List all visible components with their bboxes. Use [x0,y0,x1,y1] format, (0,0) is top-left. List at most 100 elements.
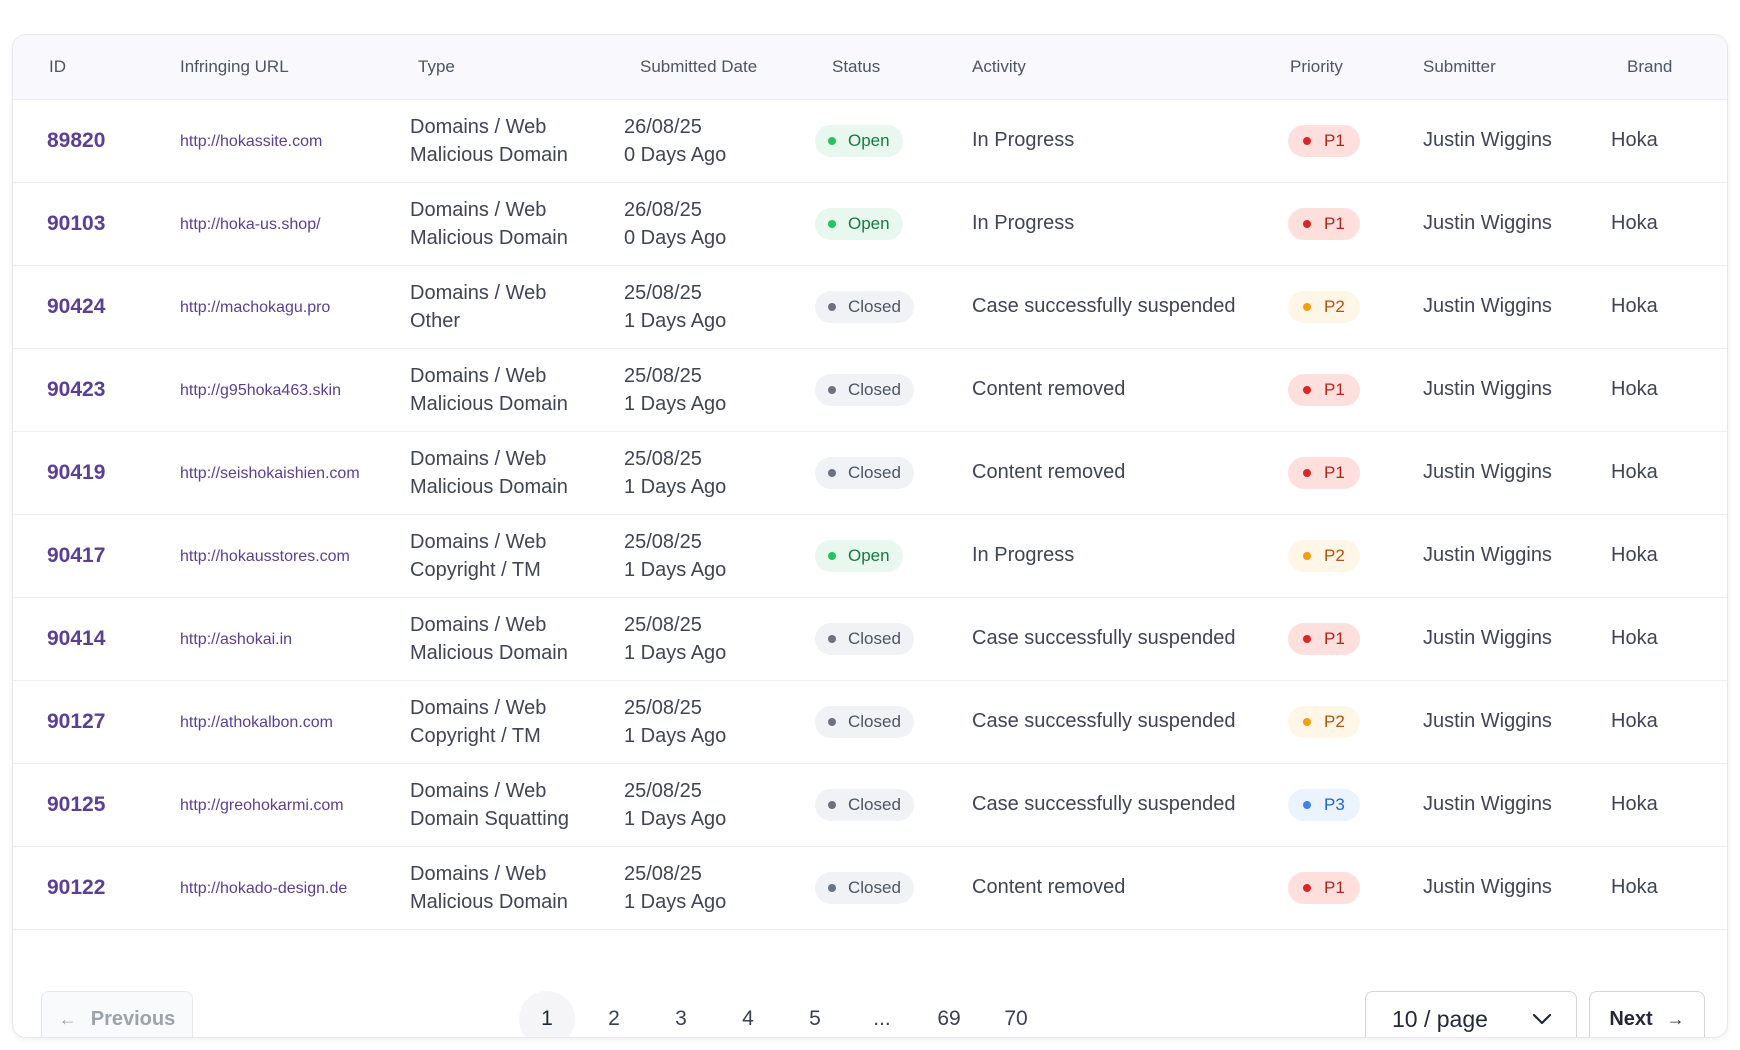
cell-type: Domains / Web Malicious Domain [398,597,608,680]
next-button[interactable]: Next → [1589,991,1705,1037]
days-ago: 1 Days Ago [624,558,727,581]
status-badge: Closed [815,788,914,821]
previous-button[interactable]: ← Previous [41,991,193,1037]
infringing-url-link[interactable]: http://machokagu.pro [180,299,331,316]
cell-date: 25/08/25 1 Days Ago [608,514,811,597]
priority-label: P1 [1324,628,1345,648]
status-dot-icon [828,551,836,560]
submitted-date: 25/08/25 [624,364,702,387]
case-id-link[interactable]: 90127 [47,709,106,733]
days-ago: 1 Days Ago [624,807,727,830]
cell-activity: Content removed [954,431,1288,514]
cell-priority: P1 [1288,597,1423,680]
brand-name: Hoka [1611,710,1658,732]
cell-status: Closed [811,680,954,763]
col-header-url[interactable]: Infringing URL [160,35,398,100]
case-id-link[interactable]: 90424 [47,294,106,318]
type-category: Domains / Web [410,281,547,304]
infringing-url-link[interactable]: http://greohokarmi.com [180,797,344,814]
submitted-date: 26/08/25 [624,115,702,138]
case-id-link[interactable]: 90414 [47,626,106,650]
infringing-url-link[interactable]: http://g95hoka463.skin [180,382,342,399]
cell-url: http://seishokaishien.com [160,431,398,514]
table-row[interactable]: 90103 http://hoka-us.shop/Domains / Web Ma… [13,182,1727,265]
page-button-5[interactable]: 5 [809,1007,821,1030]
infringing-url-link[interactable]: http://hokausstores.com [180,548,350,565]
submitter-name: Justin Wiggins [1423,710,1552,732]
brand-name: Hoka [1611,876,1658,898]
type-category: Domains / Web [410,862,547,885]
cell-url: http://hokassite.com [160,99,398,182]
infringing-url-link[interactable]: http://hokado-design.de [180,880,348,897]
cell-url: http://hokausstores.com [160,514,398,597]
infringing-url-link[interactable]: http://hokassite.com [180,133,323,150]
page-numbers: 1 2 3 4 5... 69 70 [519,991,1055,1037]
table-row[interactable]: 90419 http://seishokaishien.com Domains / … [13,431,1727,514]
page-button-1[interactable]: 1 [519,991,575,1037]
col-header-type[interactable]: Type [398,35,608,100]
case-id-link[interactable]: 90419 [47,460,106,484]
table-row[interactable]: 90423 http://g95hoka463.skin Domains / Web… [13,348,1727,431]
cell-priority: P2 [1288,680,1423,763]
type-category: Domains / Web [410,696,547,719]
priority-dot-icon [1303,385,1311,394]
status-label: Closed [848,877,901,897]
case-id-link[interactable]: 90103 [47,211,106,235]
col-header-status[interactable]: Status [811,35,954,100]
cell-date: 25/08/25 1 Days Ago [608,265,811,348]
submitted-date: 25/08/25 [624,862,702,885]
case-id-link[interactable]: 90122 [47,875,106,899]
submitted-date: 25/08/25 [624,696,702,719]
cell-priority: P1 [1288,846,1423,929]
table-row[interactable]: 89820 http://hokassite.com Domains / Web Ma… [13,99,1727,182]
cell-url: http://hokado-design.de [160,846,398,929]
per-page-value: 10 / page [1392,1005,1488,1032]
case-id-link[interactable]: 89820 [47,128,106,152]
activity-text: In Progress [972,212,1075,234]
table-row[interactable]: 90127 http://athokalbon.com Domains / Web C… [13,680,1727,763]
page-button-70[interactable]: 70 [1004,1007,1028,1030]
submitter-name: Justin Wiggins [1423,129,1552,151]
priority-badge: P1 [1288,622,1360,655]
status-badge: Closed [815,871,914,904]
priority-badge: P1 [1288,871,1360,904]
per-page-select[interactable]: 10 / page [1365,991,1577,1037]
infringing-url-link[interactable]: http://athokalbon.com [180,714,333,731]
case-id-link[interactable]: 90417 [47,543,106,567]
col-header-id[interactable]: ID [13,35,160,100]
table-row[interactable]: 90125 http://greohokarmi.com Domains / Web… [13,763,1727,846]
page-button-69[interactable]: 69 [937,1007,961,1030]
cell-type: Domains / Web Malicious Domain [398,99,608,182]
infringing-url-link[interactable]: http://hoka-us.shop/ [180,216,321,233]
priority-label: P1 [1324,462,1345,482]
cell-activity: In Progress [954,514,1288,597]
page-button-3[interactable]: 3 [675,1007,687,1030]
case-id-link[interactable]: 90125 [47,792,106,816]
brand-name: Hoka [1611,212,1658,234]
cell-url: http://machokagu.pro [160,265,398,348]
table-row[interactable]: 90414 http://ashokai.in Domains / Web Malic… [13,597,1727,680]
status-badge: Open [815,539,903,572]
days-ago: 1 Days Ago [624,392,727,415]
col-header-submitter[interactable]: Submitter [1423,35,1603,100]
cell-date: 26/08/25 0 Days Ago [608,99,811,182]
case-id-link[interactable]: 90423 [47,377,106,401]
infringing-url-link[interactable]: http://seishokaishien.com [180,465,360,482]
cell-type: Domains / Web Malicious Domain [398,348,608,431]
cell-brand: Hoka [1603,182,1727,265]
col-header-priority[interactable]: Priority [1288,35,1423,100]
page-button-4[interactable]: 4 [742,1007,754,1030]
table-row[interactable]: 90424 http://machokagu.pro Domains / Web Ot… [13,265,1727,348]
cell-id: 90103 [13,182,160,265]
infringing-url-link[interactable]: http://ashokai.in [180,631,293,648]
col-header-brand[interactable]: Brand [1603,35,1727,100]
cell-brand: Hoka [1603,597,1727,680]
table-row[interactable]: 90417 http://hokausstores.com Domains / We… [13,514,1727,597]
status-label: Closed [848,462,901,482]
cell-status: Open [811,514,954,597]
table-row[interactable]: 90122 http://hokado-design.de Domains / We… [13,846,1727,929]
col-header-activity[interactable]: Activity [954,35,1288,100]
status-badge: Closed [815,456,914,489]
page-button-2[interactable]: 2 [608,1007,620,1030]
col-header-date[interactable]: Submitted Date [608,35,811,100]
